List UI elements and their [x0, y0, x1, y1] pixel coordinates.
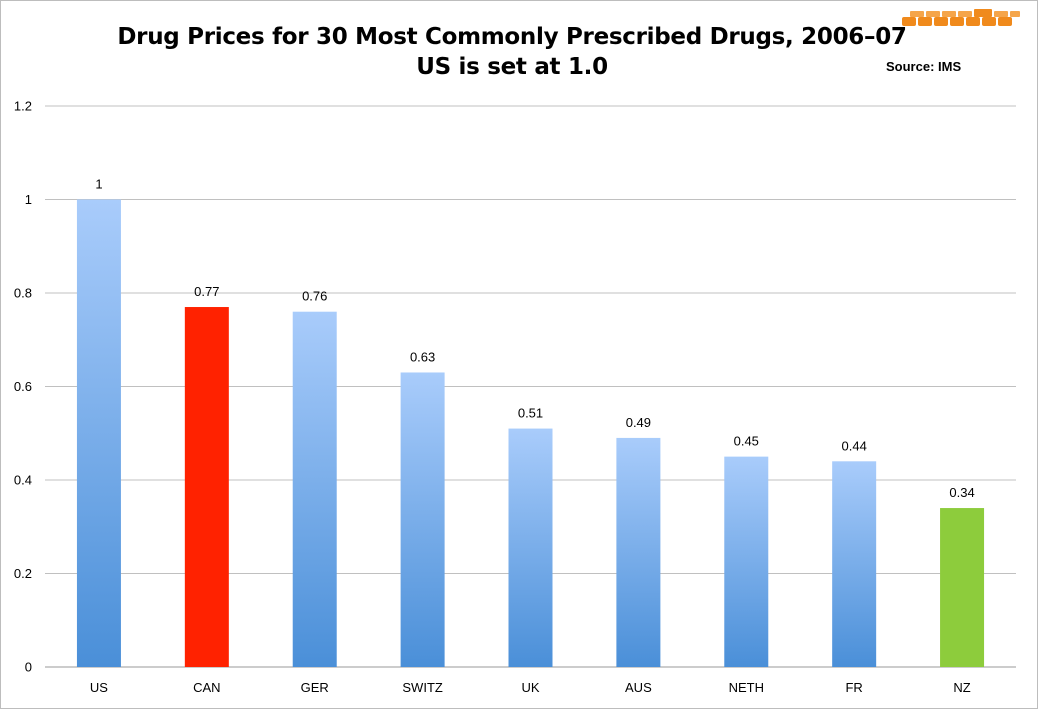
category-label-can: CAN [193, 680, 220, 695]
data-label-nz: 0.34 [949, 485, 974, 500]
data-label-can: 0.77 [194, 284, 219, 299]
category-label-uk: UK [521, 680, 539, 695]
bar-switz [400, 372, 445, 667]
data-label-fr: 0.44 [842, 438, 867, 453]
data-label-switz: 0.63 [410, 349, 435, 364]
category-label-fr: FR [845, 680, 862, 695]
y-tick-label: 0.8 [14, 286, 32, 301]
category-label-switz: SWITZ [402, 680, 442, 695]
bar-can [184, 307, 229, 667]
bar-ger [292, 311, 337, 667]
bar-aus [616, 437, 661, 667]
orange-bricks-logo-icon [902, 9, 1020, 26]
y-axis-tick-labels: 0 0.2 0.4 0.6 0.8 1 1.2 [14, 99, 32, 675]
bar-neth [724, 456, 769, 667]
y-tick-label: 0.6 [14, 379, 32, 394]
bar-nz [940, 508, 985, 667]
bars [76, 199, 985, 667]
y-tick-label: 0.4 [14, 473, 32, 488]
y-tick-label: 0.2 [14, 566, 32, 581]
category-label-neth: NETH [729, 680, 764, 695]
data-labels: 1 0.77 0.76 0.63 0.51 0.49 0.45 0.44 0.34 [95, 177, 974, 501]
bar-us [76, 199, 121, 667]
data-label-aus: 0.49 [626, 415, 651, 430]
chart-title: Drug Prices for 30 Most Commonly Prescri… [0, 22, 1024, 82]
data-label-uk: 0.51 [518, 406, 543, 421]
chart-title-line-1: Drug Prices for 30 Most Commonly Prescri… [117, 24, 907, 50]
data-label-ger: 0.76 [302, 289, 327, 304]
category-label-us: US [90, 680, 108, 695]
category-label-nz: NZ [953, 680, 970, 695]
y-tick-label: 1.2 [14, 99, 32, 114]
bar-fr [832, 461, 877, 667]
category-label-ger: GER [301, 680, 329, 695]
data-label-neth: 0.45 [734, 434, 759, 449]
source-note: Source: IMS [886, 59, 962, 74]
data-label-us: 1 [95, 177, 102, 192]
bar-uk [508, 428, 553, 667]
category-label-aus: AUS [625, 680, 652, 695]
y-tick-label: 0 [25, 660, 32, 675]
y-tick-label: 1 [25, 192, 32, 207]
chart-title-line-2: US is set at 1.0 [416, 54, 608, 80]
x-axis-category-labels: US CAN GER SWITZ UK AUS NETH FR NZ [90, 680, 971, 695]
